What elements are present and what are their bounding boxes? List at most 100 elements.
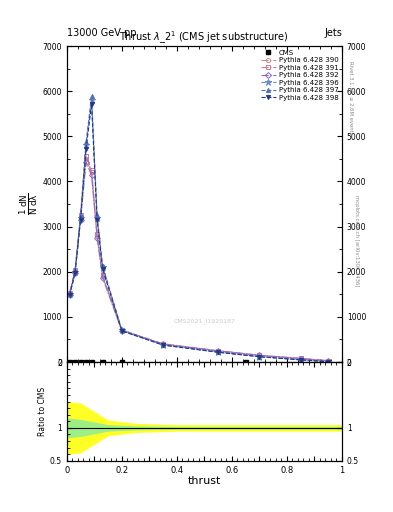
Pythia 6.428 391 [161, 340, 165, 347]
Pythia 6.428 398 [326, 358, 331, 365]
Pythia 6.428 397 [73, 267, 77, 273]
Pythia 6.428 396 [216, 349, 220, 355]
Pythia 6.428 396 [100, 264, 105, 270]
Text: mcplots.cern.ch [arXiv:1306.3436]: mcplots.cern.ch [arXiv:1306.3436] [354, 195, 359, 286]
Pythia 6.428 397 [161, 342, 165, 348]
Pythia 6.428 392 [95, 234, 99, 241]
Pythia 6.428 397 [119, 327, 124, 333]
Line: Pythia 6.428 398: Pythia 6.428 398 [68, 102, 330, 364]
Pythia 6.428 396 [298, 357, 303, 363]
CMS [89, 359, 94, 365]
Pythia 6.428 397 [298, 357, 303, 363]
Line: CMS: CMS [67, 359, 248, 365]
Pythia 6.428 398 [89, 101, 94, 107]
Pythia 6.428 396 [73, 269, 77, 275]
Line: Pythia 6.428 390: Pythia 6.428 390 [68, 157, 330, 363]
X-axis label: thrust: thrust [188, 476, 221, 486]
CMS [119, 359, 124, 365]
Pythia 6.428 392 [298, 355, 303, 361]
CMS [100, 359, 105, 365]
Pythia 6.428 392 [67, 292, 72, 298]
Pythia 6.428 398 [78, 217, 83, 223]
Line: Pythia 6.428 392: Pythia 6.428 392 [68, 160, 330, 363]
Pythia 6.428 390 [326, 357, 331, 364]
Pythia 6.428 390 [257, 352, 262, 358]
CMS [73, 359, 77, 365]
Line: Pythia 6.428 391: Pythia 6.428 391 [68, 154, 330, 363]
Pythia 6.428 396 [89, 97, 94, 103]
Pythia 6.428 398 [298, 357, 303, 363]
Pythia 6.428 391 [67, 290, 72, 296]
Pythia 6.428 396 [161, 342, 165, 348]
Pythia 6.428 397 [257, 353, 262, 359]
Pythia 6.428 397 [326, 358, 331, 365]
Pythia 6.428 398 [119, 328, 124, 334]
Y-axis label: $\frac{1}{\rm N}\frac{{\rm d}N}{{\rm d}\lambda}$: $\frac{1}{\rm N}\frac{{\rm d}N}{{\rm d}\… [18, 193, 40, 215]
Pythia 6.428 391 [95, 231, 99, 237]
Pythia 6.428 390 [161, 341, 165, 347]
Pythia 6.428 396 [119, 327, 124, 333]
Line: Pythia 6.428 397: Pythia 6.428 397 [68, 94, 330, 364]
CMS [84, 359, 88, 365]
Pythia 6.428 397 [95, 212, 99, 219]
Pythia 6.428 398 [73, 270, 77, 276]
Pythia 6.428 390 [84, 156, 88, 162]
Pythia 6.428 391 [84, 153, 88, 159]
Pythia 6.428 390 [78, 215, 83, 221]
Line: Pythia 6.428 396: Pythia 6.428 396 [66, 97, 331, 365]
Pythia 6.428 396 [84, 142, 88, 148]
Text: Jets: Jets [324, 28, 342, 38]
Pythia 6.428 390 [89, 169, 94, 176]
Pythia 6.428 390 [119, 327, 124, 333]
Pythia 6.428 391 [216, 348, 220, 354]
Pythia 6.428 397 [216, 349, 220, 355]
Pythia 6.428 392 [89, 172, 94, 178]
Pythia 6.428 398 [95, 217, 99, 223]
Pythia 6.428 396 [78, 215, 83, 221]
Pythia 6.428 390 [298, 355, 303, 361]
Pythia 6.428 396 [67, 291, 72, 297]
Pythia 6.428 390 [216, 348, 220, 354]
Pythia 6.428 390 [73, 269, 77, 275]
Legend: CMS, Pythia 6.428 390, Pythia 6.428 391, Pythia 6.428 392, Pythia 6.428 396, Pyt: CMS, Pythia 6.428 390, Pythia 6.428 391,… [259, 48, 340, 102]
Pythia 6.428 392 [78, 217, 83, 223]
CMS [78, 359, 83, 365]
Y-axis label: Ratio to CMS: Ratio to CMS [38, 387, 47, 436]
Pythia 6.428 392 [84, 159, 88, 165]
Pythia 6.428 392 [73, 270, 77, 276]
Pythia 6.428 391 [298, 355, 303, 361]
Text: 13000 GeV pp: 13000 GeV pp [67, 28, 136, 38]
Pythia 6.428 396 [257, 354, 262, 360]
Pythia 6.428 392 [216, 348, 220, 354]
Pythia 6.428 391 [257, 352, 262, 358]
Pythia 6.428 392 [257, 352, 262, 358]
Pythia 6.428 397 [84, 139, 88, 145]
Pythia 6.428 398 [161, 342, 165, 348]
CMS [243, 359, 248, 365]
Pythia 6.428 397 [89, 93, 94, 99]
Pythia 6.428 397 [100, 263, 105, 269]
Pythia 6.428 397 [67, 290, 72, 296]
CMS [67, 359, 72, 365]
Pythia 6.428 398 [67, 292, 72, 298]
Pythia 6.428 391 [326, 357, 331, 364]
Pythia 6.428 392 [326, 358, 331, 364]
Pythia 6.428 397 [78, 212, 83, 219]
Pythia 6.428 391 [73, 267, 77, 273]
Pythia 6.428 398 [257, 354, 262, 360]
Pythia 6.428 391 [100, 272, 105, 278]
Pythia 6.428 391 [119, 327, 124, 333]
Pythia 6.428 390 [67, 291, 72, 297]
Pythia 6.428 396 [95, 215, 99, 221]
Pythia 6.428 398 [84, 145, 88, 152]
Pythia 6.428 390 [100, 273, 105, 280]
Pythia 6.428 392 [161, 341, 165, 347]
Pythia 6.428 390 [95, 232, 99, 239]
Text: Rivet 3.1.10, ≥ 2.6M events: Rivet 3.1.10, ≥ 2.6M events [348, 61, 353, 135]
Pythia 6.428 392 [100, 274, 105, 281]
Pythia 6.428 391 [78, 212, 83, 219]
Pythia 6.428 392 [119, 328, 124, 334]
Pythia 6.428 396 [326, 358, 331, 365]
Pythia 6.428 398 [100, 266, 105, 272]
Text: CMS2021_I1920187: CMS2021_I1920187 [173, 318, 235, 324]
